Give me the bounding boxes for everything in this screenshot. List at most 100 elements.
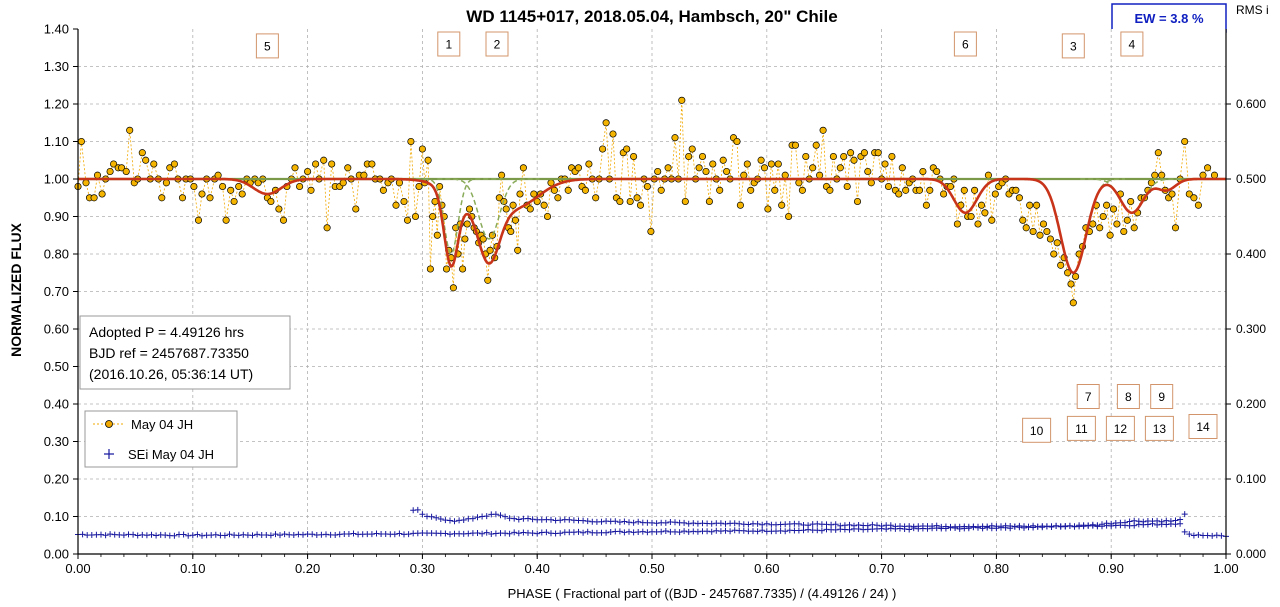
flux-point: [418, 145, 426, 153]
flux-point: [1106, 231, 1114, 239]
sei-point: [676, 529, 683, 536]
flux-point: [1199, 171, 1207, 179]
sei-point: [511, 529, 518, 536]
series-sei: [75, 506, 1229, 540]
y-tick-label: 0.40: [44, 397, 69, 412]
sei-point: [1122, 519, 1128, 526]
sei-point: [497, 512, 504, 519]
sei-point: [603, 529, 610, 536]
flux-point: [392, 201, 400, 209]
x-tick-label: 1.00: [1213, 561, 1238, 576]
flux-point: [953, 220, 961, 228]
flux-point: [449, 284, 457, 292]
flux-point: [158, 194, 166, 202]
sei-point: [1103, 520, 1110, 527]
flux-point: [926, 186, 934, 194]
flux-point: [1026, 201, 1034, 209]
sei-point: [1080, 522, 1087, 529]
flux-point: [740, 171, 748, 179]
flux-point: [150, 160, 158, 168]
dip-marker-label: 13: [1153, 422, 1167, 436]
flux-point: [400, 197, 408, 206]
flux-point: [860, 149, 868, 157]
dip-marker-box: [255, 33, 279, 59]
flux-point: [307, 186, 315, 194]
flux-point: [219, 182, 227, 191]
dip-marker-box: [1066, 415, 1096, 441]
flux-connector-line: [77, 100, 1215, 303]
dip-marker-box: [1105, 415, 1135, 441]
flux-point: [836, 164, 844, 172]
flux-point: [543, 212, 552, 221]
x-tick-label: 0.00: [65, 561, 90, 576]
sei-point: [502, 513, 509, 520]
dip-marker-box: [1061, 33, 1085, 59]
flux-point: [940, 190, 948, 198]
x-tick-label: 0.70: [869, 561, 894, 576]
sei-point: [1011, 523, 1018, 530]
dip-marker-box: [1144, 415, 1174, 441]
sei-point: [874, 522, 880, 529]
sei-point: [272, 531, 279, 538]
sei-point: [754, 528, 761, 535]
flux-point: [574, 164, 583, 172]
flux-point: [360, 171, 368, 179]
sei-point: [557, 517, 564, 524]
sei-point: [511, 515, 518, 522]
flux-point: [919, 167, 927, 176]
info-box: Adopted P = 4.49126 hrs BJD ref = 245768…: [79, 315, 291, 390]
flux-point: [1050, 250, 1058, 258]
flux-point: [581, 186, 589, 194]
flux-point: [194, 216, 203, 224]
flux-point: [1036, 231, 1044, 239]
flux-point: [767, 160, 775, 168]
flux-point: [1046, 235, 1054, 243]
flux-point: [1015, 194, 1023, 202]
x-axis-label: PHASE ( Fractional part of ((BJD - 24576…: [508, 586, 897, 601]
flux-point: [407, 137, 415, 146]
flux-point: [1171, 224, 1180, 232]
sei-point: [405, 531, 412, 538]
sei-point: [575, 528, 582, 535]
sei-point: [630, 519, 637, 526]
y-tick-label: 0.90: [44, 209, 69, 224]
sei-point: [1048, 523, 1055, 530]
y-tick-labels: 0.00 0.10 0.20 0.30 0.40 0.50 0.60 0.70 0.80 0.90…: [44, 22, 69, 562]
sei-point: [254, 531, 261, 538]
flux-point: [344, 164, 352, 172]
sei-point: [515, 530, 522, 537]
sei-point: [681, 519, 688, 526]
flux-point: [519, 164, 527, 172]
sei-point: [249, 532, 256, 539]
flux-point: [633, 194, 641, 202]
dip-marker-box: [485, 31, 509, 57]
flux-point: [296, 182, 304, 191]
sei-point: [221, 532, 228, 539]
sei-point: [474, 530, 481, 536]
y2-tick-labels: 0.000 0.100 0.200 0.300 0.400 0.500 0.600: [1236, 97, 1266, 561]
sei-point: [525, 515, 531, 522]
sei-point: [658, 528, 665, 535]
sei-point: [1167, 518, 1174, 525]
sei-point: [506, 530, 513, 537]
flux-point: [516, 190, 524, 198]
sei-point: [795, 520, 802, 527]
x-tick-label: 0.30: [410, 561, 435, 576]
flux-point: [479, 235, 487, 243]
flux-point: [826, 186, 834, 194]
legend-sei-label: SEi May 04 JH: [128, 447, 214, 462]
flux-point: [498, 171, 506, 179]
sei-point: [483, 529, 490, 536]
flux-point: [267, 197, 275, 206]
sei-point: [1195, 531, 1202, 538]
flux-point: [678, 96, 686, 104]
flux-point: [1158, 171, 1166, 179]
sei-point: [212, 531, 219, 538]
flux-point: [1113, 220, 1121, 228]
flux-point: [984, 171, 992, 179]
sei-point: [534, 530, 541, 537]
flux-point: [554, 194, 562, 202]
flux-point: [981, 209, 989, 217]
flux-point: [991, 190, 999, 198]
